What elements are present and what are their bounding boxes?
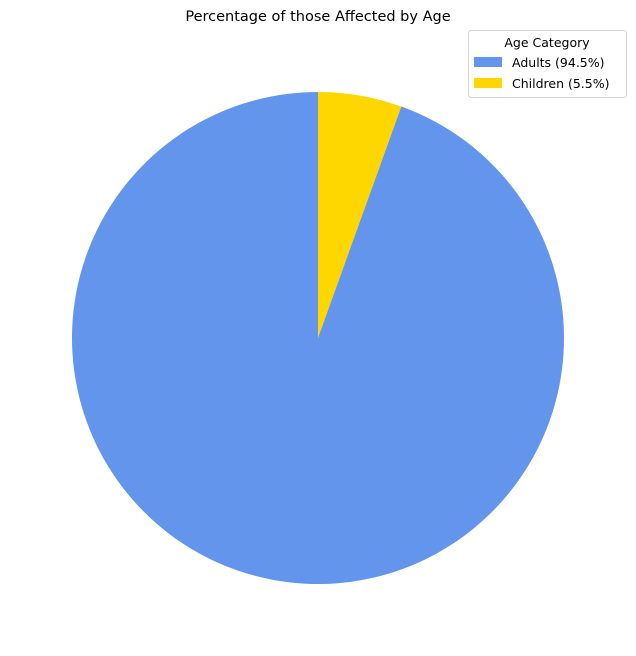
legend-frame [468,30,627,98]
legend-swatch-adults [474,57,502,67]
legend-label-adults: Adults (94.5%) [512,55,605,70]
chart-title: Percentage of those Affected by Age [185,9,450,25]
legend: Age Category Adults (94.5%) Children (5.… [468,30,627,98]
legend-label-children: Children (5.5%) [512,76,610,91]
pie-slice-adults [71,92,564,584]
legend-title: Age Category [504,35,590,50]
pie-slice-children [318,92,402,338]
legend-swatch-children [474,78,502,88]
pie-slices [71,92,564,584]
